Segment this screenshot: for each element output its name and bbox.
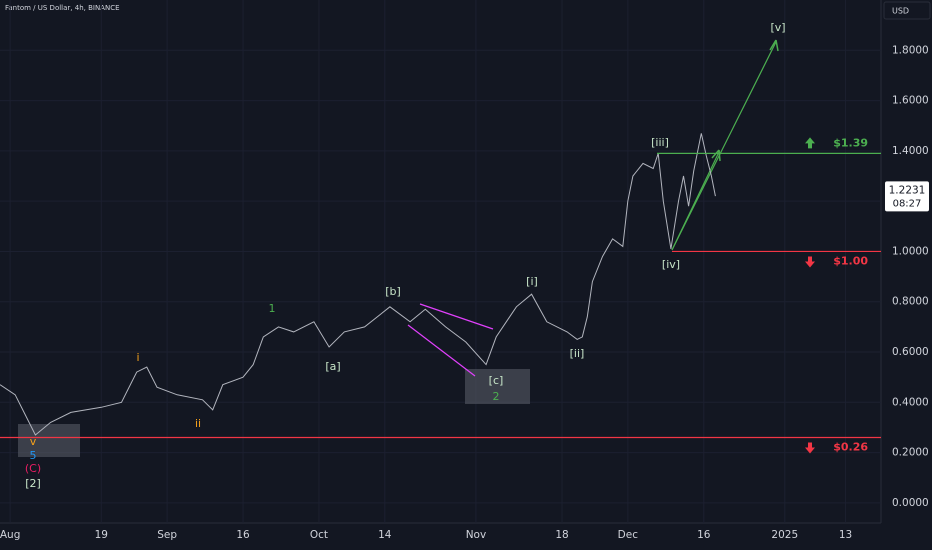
wave-label: (C) [25,462,41,475]
y-tick-label: 1.4000 [892,145,929,157]
wave-label: v [30,435,37,448]
wave-label: [iii] [651,136,669,149]
x-tick-label: 16 [697,529,711,541]
y-tick-label: 0.8000 [892,296,929,308]
price-tag-countdown: 08:27 [893,198,922,209]
x-tick-label: Dec [618,529,639,541]
y-tick-label: 1.8000 [892,44,929,56]
level-arrow [805,256,815,268]
level-arrow [805,442,815,454]
price-line [0,133,716,436]
x-tick-label: Oct [310,529,328,541]
wave-label: [2] [25,477,41,490]
arrow-head [769,39,779,52]
wave-arrow [671,41,777,251]
y-tick-label: 1.6000 [892,95,929,107]
level-arrow [805,137,815,149]
x-tick-label: 2025 [771,529,798,541]
y-tick-label: 0.6000 [892,346,929,358]
x-tick-label: 14 [378,529,392,541]
wave-label: 5 [30,449,37,462]
x-tick-label: 18 [555,529,568,541]
wave-label: [iv] [662,258,680,271]
y-tick-label: 0.4000 [892,396,929,408]
wave-label: [b] [385,285,401,298]
wave-label: [i] [526,275,538,288]
y-tick-label: 1.0000 [892,245,929,257]
price-tag [885,181,929,212]
zone-box [18,424,80,457]
wedge-line [407,324,476,377]
y-tick-label: 0.0000 [892,497,929,509]
wave-label: 2 [493,390,500,403]
wave-label: [ii] [570,347,585,360]
wave-label: [c] [489,374,504,387]
zone-box [465,369,530,404]
x-tick-label: 19 [95,529,108,541]
wedge-line [419,303,494,330]
currency-box[interactable] [883,1,931,20]
wave-label: [v] [770,21,785,34]
wave-label: ii [195,417,201,430]
y-tick-label: 0.2000 [892,447,929,459]
chart-title: Fantom / US Dollar, 4h, BINANCE [5,4,120,12]
price-tag-value: 1.2231 [889,184,926,196]
wave-label: i [136,351,139,364]
currency: USD [892,7,909,16]
wave-label: 1 [269,302,276,315]
x-tick-label: 13 [839,529,852,541]
level-label: $1.00 [833,254,868,267]
level-label: $1.39 [833,136,868,149]
x-tick-label: Aug [0,529,20,541]
level-label: $0.26 [833,441,868,454]
x-tick-label: Sep [157,529,177,541]
arrow-head [711,149,721,162]
x-tick-label: Nov [466,529,487,541]
wave-label: [a] [325,360,340,373]
x-tick-label: 16 [236,529,250,541]
